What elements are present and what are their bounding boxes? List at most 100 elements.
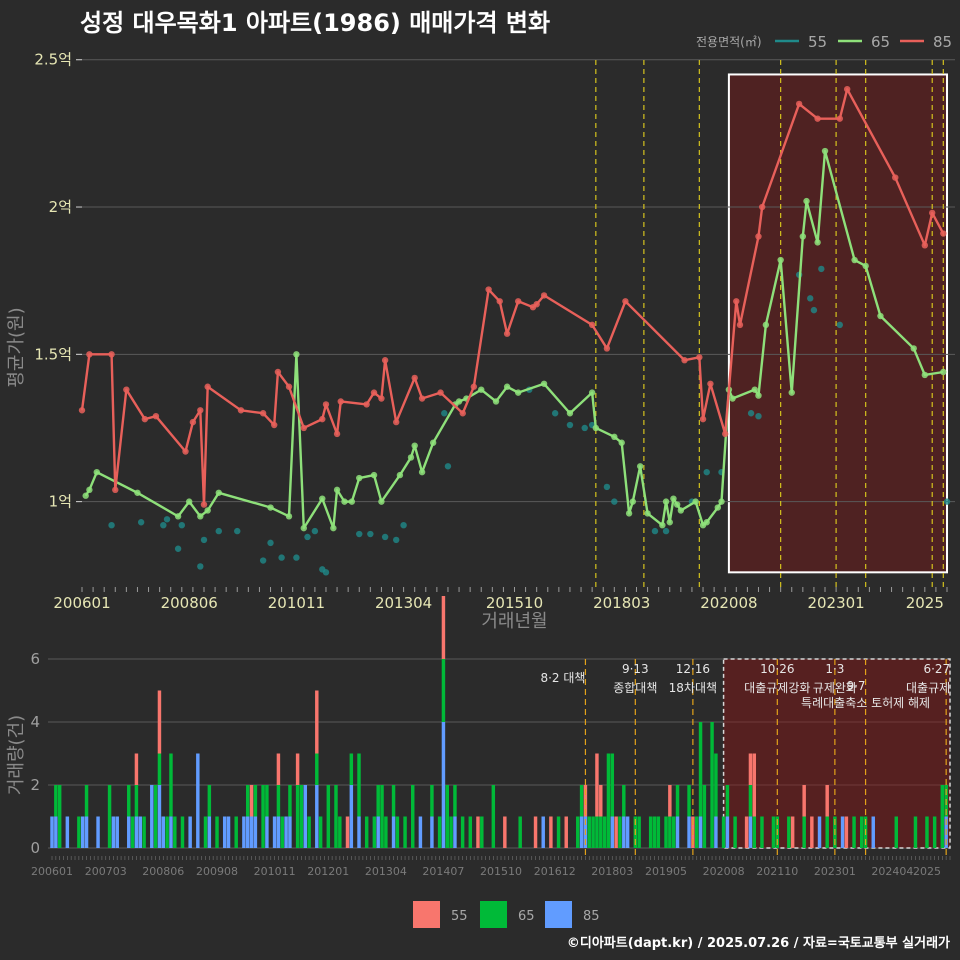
volume-bar-65 [733,816,737,848]
volume-bar-65 [326,785,331,848]
data-point-65 [592,424,600,432]
volume-bar-65 [576,816,580,848]
volume-bar-65 [203,816,208,848]
volume-bar-65 [169,753,173,817]
volume-bar-65 [671,816,676,848]
data-point-85 [78,407,86,414]
x-tick-label: 200601 [53,594,110,612]
event-label-sub: 종합대책 [613,680,657,695]
volume-bar-85 [245,816,250,848]
data-point-65 [93,468,100,476]
data-point-65 [204,507,211,514]
volume-bar-65 [261,785,265,848]
data-point-65 [762,321,770,329]
volume-bar-65 [142,816,146,848]
data-point-85 [485,286,492,293]
legend-label-55: 55 [451,909,468,924]
data-point-65 [729,395,736,402]
volume-bar-85 [687,816,691,848]
data-point-55 [444,463,452,470]
data-point-85 [707,380,714,387]
event-label: 1·3 [825,662,844,676]
data-point-65 [777,256,784,264]
volume-bar-85 [134,816,139,848]
volume-bar-55 [614,816,618,848]
volume-bar-55 [549,816,553,848]
volume-bar-55 [599,785,603,817]
data-point-65 [851,256,858,264]
x-tick-label: 200908 [196,865,238,878]
data-point-55 [178,521,186,529]
data-point-65 [267,504,274,511]
volume-bar-65 [107,785,112,848]
volume-bar-65 [932,816,937,848]
volume-bar-55 [315,690,319,754]
legend-label-55: 55 [808,33,827,51]
data-point-85 [378,395,385,402]
event-label-sub: 규제완화 [813,681,857,695]
data-point-65 [186,498,193,505]
legend-label-85: 85 [933,33,952,51]
volume-bar-85 [817,816,822,848]
volume-bar-65 [752,816,757,848]
volume-bar-65 [57,785,62,848]
credit-text: ©디아파트(dapt.kr) / 2025.07.26 / 자료=국토교통부 실… [567,935,950,951]
data-point-85 [363,401,370,408]
volume-bar-85 [222,816,227,848]
volume-bar-65 [710,722,714,848]
volume-bar-85 [161,816,166,848]
data-point-65 [197,513,204,520]
volume-bar-65 [714,753,718,817]
volume-bar-55 [748,753,753,785]
data-point-65 [396,471,404,479]
volume-bar-85 [391,816,396,848]
data-point-85 [285,383,293,390]
x-tick-label: 201803 [593,594,650,612]
volume-bar-65 [165,816,169,848]
data-point-55 [367,530,374,538]
data-point-85 [204,383,211,390]
volume-bar-65 [349,753,354,785]
data-point-55 [356,530,363,538]
volume-bar-85 [150,785,154,848]
x-tick-label: 201407 [422,865,464,878]
data-point-55 [703,468,710,476]
data-point-85 [152,412,160,420]
x-tick-label: 200703 [85,865,127,878]
x-tick-label: 201905 [645,865,687,878]
volume-bar-65 [606,753,611,848]
data-point-85 [696,354,703,361]
data-point-55 [551,410,559,417]
data-point-65 [418,468,426,476]
data-point-85 [112,486,119,494]
volume-bar-55 [752,753,757,817]
data-point-65 [293,351,300,358]
volume-bar-85 [96,816,100,848]
volume-bar-65 [825,816,829,848]
data-point-85 [393,418,400,426]
volume-bar-65 [748,785,753,817]
volume-bar-65 [318,816,323,848]
data-point-65 [333,486,341,494]
volume-bar-55 [825,785,829,817]
data-point-65 [82,492,89,499]
data-point-65 [341,498,348,505]
data-point-85 [271,421,278,429]
data-point-85 [503,330,511,337]
data-point-85 [540,292,548,299]
data-point-85 [319,415,326,423]
volume-bar-65 [338,816,342,848]
data-point-85 [197,407,204,414]
data-point-85 [333,430,341,438]
volume-bar-65 [652,816,657,848]
bottom-volume-chart: 0 2 4 6 8·2 대책 9·13 종합대책 12·16 18차대책 10·26 대출규제강화 1… [6,596,951,878]
data-point-55 [603,483,611,491]
y-tick-label: 0 [30,839,40,857]
data-point-65 [215,489,222,496]
y-tick-label: 2 [30,776,40,794]
data-point-55 [259,557,267,564]
volume-bar-65 [372,816,377,848]
volume-bar-65 [84,785,89,817]
volume-bar-65 [411,785,415,848]
volume-bar-85 [840,816,845,848]
